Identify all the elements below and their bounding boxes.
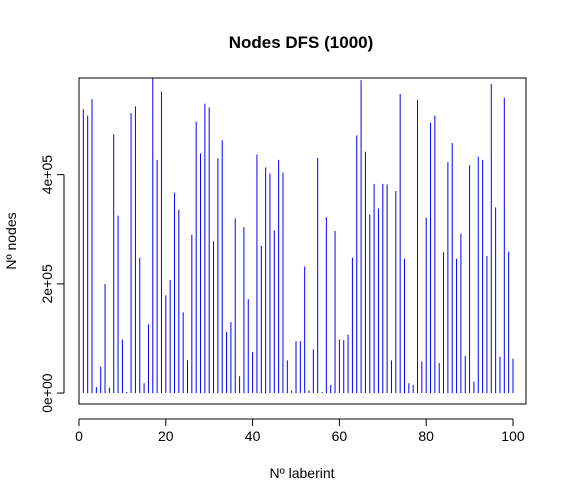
- x-tick-label: 100: [501, 428, 525, 444]
- y-axis: 0e+00 2e+05 4e+05: [39, 155, 65, 413]
- bars-group: [82, 78, 514, 394]
- x-axis: 0 20 40 60 80 100: [75, 418, 525, 444]
- y-tick-label: 2e+05: [39, 264, 55, 304]
- x-axis-label: Nº laberint: [269, 465, 334, 481]
- y-tick-label: 0e+00: [39, 373, 55, 413]
- y-tick-label: 4e+05: [39, 155, 55, 195]
- x-tick-label: 80: [418, 428, 434, 444]
- x-tick-label: 40: [245, 428, 261, 444]
- y-axis-label: Nº nodes: [3, 212, 19, 269]
- plot-frame: [78, 77, 527, 405]
- x-tick-label: 60: [332, 428, 348, 444]
- chart-title: Nodes DFS (1000): [229, 33, 374, 52]
- x-tick-label: 20: [158, 428, 174, 444]
- x-tick-label: 0: [75, 428, 83, 444]
